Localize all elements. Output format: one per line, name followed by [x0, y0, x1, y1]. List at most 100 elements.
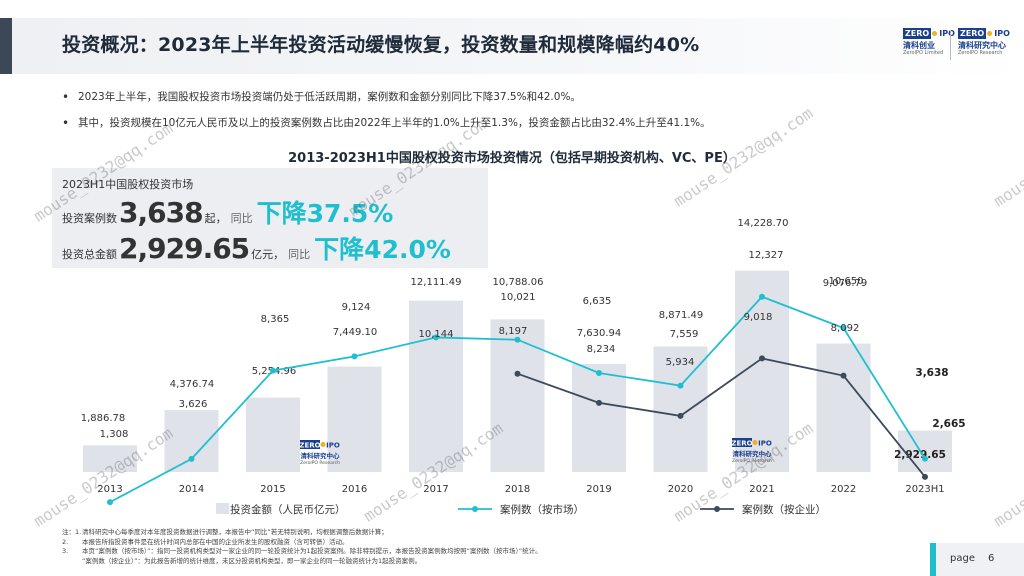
page-title: 投资概况：2023年上半年投资活动缓慢恢复，投资数量和规模降幅约40%	[62, 34, 700, 56]
chart-logo-ipo: IPO	[326, 442, 340, 450]
chart-logo-en: ZeroIPO Research	[300, 460, 340, 466]
point-enterprise-2019	[596, 399, 602, 406]
market-label-2013: 1,308	[100, 429, 129, 440]
market-label-2017: 10,144	[419, 329, 454, 340]
enterprise-label-2019: 6,635	[583, 296, 612, 307]
x-tick-2020: 2020	[668, 484, 693, 495]
summary-box: 2023H1中国股权投资市场 投资案例数 3,638 起， 同比 下降37.5%…	[52, 168, 488, 268]
chart-logo-zero: ZERO	[299, 442, 320, 450]
point-market-2013	[107, 499, 113, 506]
x-tick-2013: 2013	[97, 484, 122, 495]
cases-change: 下降37.5%	[256, 199, 394, 228]
x-tick-2017: 2017	[423, 484, 448, 495]
bar-label-2019: 7,630.94	[577, 328, 622, 339]
bullet-item: • 其中，投资规模在10亿元人民币及以上的投资案例数占比由2022年上半年的1.0…	[62, 116, 711, 130]
point-enterprise-2020	[677, 412, 684, 419]
bar-2018	[490, 319, 545, 472]
bullet-item: • 2023年上半年，我国股权投资市场投资端仍处于低活跃周期，案例数和金额分别同比…	[62, 90, 581, 104]
bar-2013	[83, 445, 137, 472]
point-market-2016	[351, 353, 358, 360]
chart-logo-cn: 清科研究中心	[301, 451, 341, 460]
market-label-2015: 8,365	[261, 314, 290, 325]
chart-logo-zero-box	[732, 438, 752, 447]
amount-value: 2,929.65	[119, 232, 250, 265]
point-enterprise-2023H1	[922, 473, 928, 480]
bar-2022	[816, 343, 871, 472]
market-label-2019: 8,234	[587, 344, 616, 355]
zeroipo-logo: ZERO IPO 清科创业 ZeroIPO Limited	[903, 28, 955, 56]
enterprise-label-2018: 8,197	[499, 326, 528, 337]
legend-label-amount: 投资金额（人民币亿元）	[230, 503, 346, 516]
x-tick-2022: 2022	[831, 484, 856, 495]
point-market-2014	[188, 455, 195, 462]
enterprise-label-2021: 9,018	[744, 312, 773, 323]
point-enterprise-2018	[514, 370, 521, 377]
legend-dot-enterprise	[714, 506, 720, 512]
logo-divider	[950, 30, 951, 60]
footnotes: 注：1. 清科研究中心每季度对本年度投资数据进行调整，本报告中“同比”若无特别说明…	[62, 528, 542, 566]
bar-label-2016: 7,449.10	[333, 327, 378, 338]
market-label-2014: 3,626	[179, 399, 208, 410]
legend-label-enterprise: 案例数（按企业）	[742, 503, 826, 516]
x-tick-2018: 2018	[505, 484, 530, 495]
legend-label-market: 案例数（按市场）	[500, 503, 584, 516]
footnote: 注：1. 清科研究中心每季度对本年度投资数据进行调整，本报告中“同比”若无特别说明…	[62, 528, 388, 536]
market-label-2020: 7,559	[670, 329, 699, 340]
enterprise-label-2023H1: 2,665	[932, 418, 965, 430]
enterprise-label-2020: 5,934	[666, 357, 695, 368]
bar-2015	[246, 397, 300, 472]
market-label-2018: 10,021	[501, 292, 536, 303]
chart-logo-dot	[752, 440, 758, 445]
chart-logo-en: ZeroIPO Research	[732, 458, 772, 464]
title-accent-bar	[0, 18, 12, 74]
bar-2017	[409, 300, 463, 472]
bar-label-2020: 8,871.49	[659, 310, 704, 321]
chart-logo-dot	[320, 442, 326, 447]
x-tick-2021: 2021	[749, 484, 774, 495]
x-tick-2019: 2019	[586, 484, 611, 495]
cases-value: 3,638	[119, 196, 204, 229]
summary-amount-row: 投资总金额 2,929.65 亿元， 同比 下降42.0%	[62, 232, 451, 265]
footnote: 3. 本页“案例数（按市场）”：指同一投资机构类型对一家企业的同一轮投资统计为1起…	[62, 547, 542, 555]
summary-heading: 2023H1中国股权投资市场	[62, 178, 194, 191]
bar-2020	[653, 346, 708, 472]
bar-2023H1	[898, 430, 952, 472]
bar-label-2021: 14,228.70	[738, 218, 789, 229]
market-label-2023H1: 3,638	[915, 367, 948, 379]
market-label-2021: 12,327	[749, 250, 784, 261]
x-tick-2023H1: 2023H1	[905, 484, 944, 495]
bar-label-2014: 4,376.74	[170, 379, 215, 390]
market-label-2022: 10,650	[829, 276, 864, 287]
bar-label-2017: 12,111.49	[411, 277, 462, 288]
bar-label-2022: 9,076.79	[823, 278, 868, 289]
enterprise-label-2022: 8,092	[831, 323, 860, 334]
page-number: 6	[988, 553, 995, 564]
bullet-list: • 2023年上半年，我国股权投资市场投资端仍处于低活跃周期，案例数和金额分别同比…	[62, 90, 711, 142]
bar-2019	[572, 364, 626, 472]
point-market-2021	[759, 293, 765, 300]
page-footer: page 6	[930, 543, 1024, 576]
bar-label-2023H1: 2,929.65	[894, 449, 946, 461]
bar-label-2018: 10,788.06	[493, 277, 544, 288]
point-enterprise-2022	[840, 372, 847, 379]
point-enterprise-2021	[759, 355, 765, 362]
x-tick-2015: 2015	[260, 484, 285, 495]
point-market-2018	[514, 336, 521, 343]
point-market-2015	[270, 367, 276, 374]
legend-dot-market	[472, 506, 478, 512]
legend-swatch-amount	[216, 503, 229, 514]
market-label-2016: 9,124	[342, 302, 371, 313]
title-band	[12, 18, 1024, 74]
chart-logo-cn: 清科研究中心	[733, 449, 773, 458]
zeroipo-research-logo: ZERO IPO 清科研究中心 ZeroIPO Research	[958, 28, 1010, 56]
chart-logo-ipo: IPO	[758, 440, 772, 448]
bar-label-2013: 1,886.78	[81, 413, 126, 424]
amount-change: 下降42.0%	[314, 235, 451, 264]
footnote: 2. 本报告所指投资事件是在统计时间内总部在中国的企业所发生的股权融资（含可转债）…	[62, 537, 349, 546]
x-tick-2014: 2014	[179, 484, 204, 495]
chart-title: 2013-2023H1中国股权投资市场投资情况（包括早期投资机构、VC、PE）	[288, 151, 736, 166]
series-line-enterprise	[517, 357, 926, 478]
x-tick-2016: 2016	[342, 484, 367, 495]
page-accent	[930, 543, 936, 576]
